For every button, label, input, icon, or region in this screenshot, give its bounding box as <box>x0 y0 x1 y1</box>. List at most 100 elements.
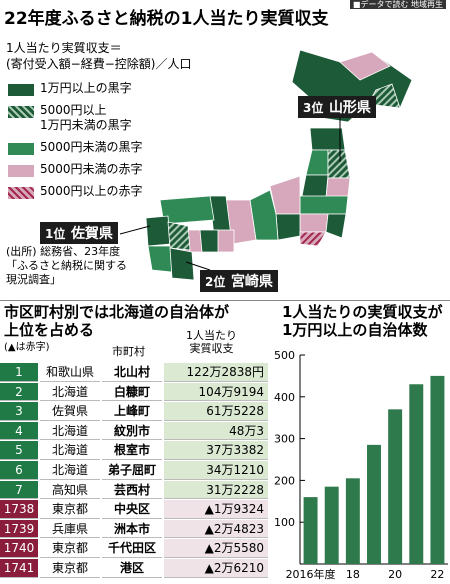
table-cell: 1738 <box>0 500 38 519</box>
legend-label: 5000円未満の黒字 <box>40 140 143 154</box>
formula: (寄付受入額−経費−控除額)／人口 <box>6 57 192 71</box>
legend-swatch <box>8 187 34 199</box>
bar <box>388 409 403 564</box>
legend-swatch <box>8 84 34 96</box>
table-cell: 104万9194 <box>164 382 268 402</box>
table-cell: 白糠町 <box>102 382 162 402</box>
legend-label: 1万円以上の黒字 <box>40 81 132 95</box>
table-cell: ▲2万6210 <box>164 559 268 578</box>
bar <box>345 478 360 564</box>
japan <box>145 49 413 281</box>
map <box>119 49 413 281</box>
table-cell: 芸西村 <box>102 480 162 500</box>
table-cell: 北海道 <box>40 382 100 402</box>
region <box>159 195 215 225</box>
callout-line <box>185 261 211 271</box>
region <box>299 195 349 215</box>
table-cell: 5 <box>0 441 38 460</box>
table-cell: 7 <box>0 480 38 500</box>
callout: 1位 佐賀県 <box>40 222 118 245</box>
table-note: (▲は赤字) <box>4 342 50 353</box>
formula: 1人当たり実質収支＝ <box>6 41 122 55</box>
y-tick-label: 200 <box>274 474 295 487</box>
divider <box>0 300 450 301</box>
table-cell: 根室市 <box>102 441 162 460</box>
callout-rank: 2位 <box>205 275 226 289</box>
region <box>305 149 329 176</box>
y-tick-label: 100 <box>274 516 295 529</box>
legend-label: 5000円未満の赤字 <box>40 162 143 176</box>
region <box>145 215 171 247</box>
bar <box>367 444 381 564</box>
region <box>147 245 173 273</box>
table-cell: 紋別市 <box>102 421 162 441</box>
legend-label: 1万円未満の黒字 <box>40 118 132 132</box>
badge: ■データで読む 地域再生 <box>349 0 446 10</box>
y-tick-label: 300 <box>274 433 295 446</box>
table-cell: 48万3 <box>164 421 268 441</box>
region <box>339 51 391 81</box>
region <box>299 231 327 247</box>
table-cell: 3 <box>0 402 38 421</box>
chart-title: 1人当たりの実質収支が <box>282 303 443 321</box>
region <box>299 213 329 233</box>
legend-swatch <box>8 143 34 155</box>
table-cell: 北海道 <box>40 441 100 460</box>
source: 現況調査」 <box>6 273 61 286</box>
table-cell: 31万2228 <box>164 480 268 500</box>
main-title: 22年度ふるさと納税の1人当たり実質収支 <box>4 9 329 29</box>
table-cell: 和歌山県 <box>40 363 100 382</box>
table-cell: 1741 <box>0 559 38 578</box>
region <box>301 174 329 199</box>
region <box>325 177 351 199</box>
table-cell: 兵庫県 <box>40 519 100 539</box>
column-header-line: 実質収支 <box>189 341 234 355</box>
source: (出所) 総務省、23年度 <box>6 245 121 258</box>
region <box>275 213 301 241</box>
table-cell: 弟子屈町 <box>102 461 162 480</box>
table-cell: 中央区 <box>102 500 162 519</box>
table-title: 上位を占める <box>4 321 95 339</box>
legend-label: 5000円以上 <box>40 103 107 117</box>
region <box>325 213 347 239</box>
y-tick-label: 500 <box>274 349 295 362</box>
table-cell: 東京都 <box>40 559 100 578</box>
table-cell: 洲本市 <box>102 519 162 539</box>
table-cell: 佐賀県 <box>40 402 100 421</box>
x-tick-label: 18 <box>346 568 360 581</box>
region <box>199 229 219 253</box>
callout: 2位 宮崎県 <box>200 270 278 293</box>
table-cell: 1740 <box>0 539 38 558</box>
table-cell: 高知県 <box>40 480 100 500</box>
table-cell: 1 <box>0 363 38 382</box>
table-cell: ▲1万9324 <box>164 500 268 519</box>
table-cell: 千代田区 <box>102 539 162 558</box>
table-cell: 港区 <box>102 559 162 578</box>
bar <box>430 375 445 564</box>
table-cell: 東京都 <box>40 539 100 558</box>
column-header: 市町村 <box>112 345 145 358</box>
table-cell: 6 <box>0 461 38 480</box>
chart-title: 1万円以上の自治体数 <box>282 321 428 339</box>
x-tick-label: 22 <box>430 568 444 581</box>
callout-name: 宮崎県 <box>230 274 273 290</box>
table-title: 市区町村別では北海道の自治体が <box>4 303 230 321</box>
callout-name: 山形県 <box>328 100 371 116</box>
callout-name: 佐賀県 <box>70 226 113 242</box>
table-cell: 北海道 <box>40 461 100 480</box>
table-cell: 上峰町 <box>102 402 162 421</box>
x-tick-label: 2016年度 <box>286 567 336 581</box>
table-cell: 37万3382 <box>164 441 268 460</box>
x-tick-label: 20 <box>388 568 402 581</box>
callout-rank: 1位 <box>45 227 66 241</box>
table-cell: 北海道 <box>40 421 100 441</box>
column-header-line: 1人当たり <box>186 329 237 342</box>
region <box>367 83 401 109</box>
table-cell: 東京都 <box>40 500 100 519</box>
table-cell: 61万5228 <box>164 402 268 421</box>
source: 「ふるさと納税に関する <box>6 259 127 272</box>
callout-rank: 3位 <box>303 101 324 115</box>
table-cell: 1739 <box>0 519 38 539</box>
legend-label: 5000円以上の赤字 <box>40 184 143 198</box>
